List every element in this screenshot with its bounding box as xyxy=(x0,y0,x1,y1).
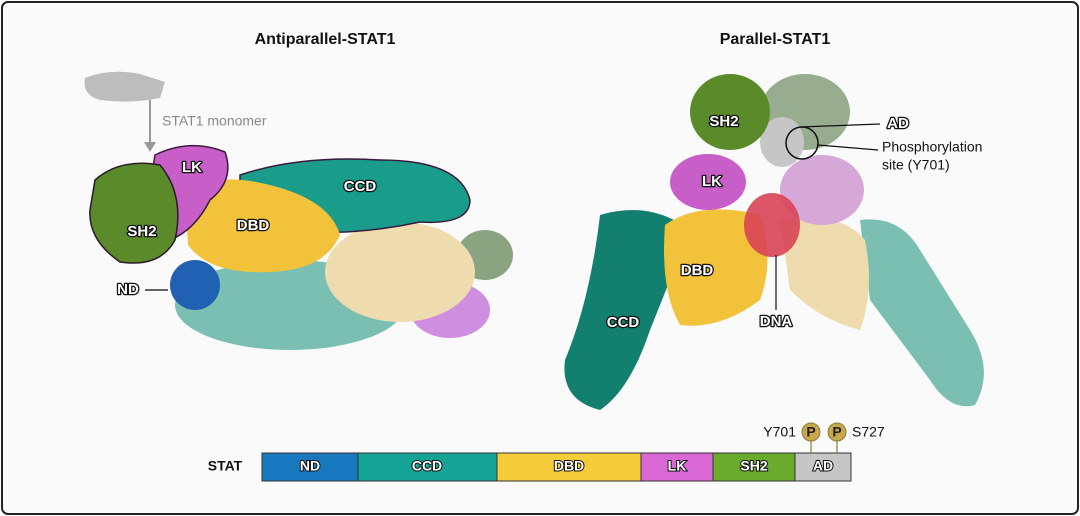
label: SH2 xyxy=(127,223,156,240)
label: DNA xyxy=(760,313,793,330)
panel-title: Antiparallel-STAT1 xyxy=(255,31,396,48)
blob xyxy=(670,154,746,210)
domain xyxy=(640,452,714,482)
blob xyxy=(780,155,864,225)
dna-blob xyxy=(744,193,800,257)
site-symbol: P xyxy=(806,424,815,440)
label: Phosphorylation xyxy=(882,139,982,155)
domain-label: SH2 xyxy=(740,458,767,474)
label: CCD xyxy=(607,314,640,331)
antiparallel-structure xyxy=(84,71,513,350)
site-marker xyxy=(801,422,821,442)
label: LK xyxy=(182,159,202,176)
bar-label: STAT xyxy=(208,458,243,474)
domain xyxy=(261,452,359,482)
label: CCD xyxy=(344,178,377,195)
parallel-structure xyxy=(564,74,984,410)
domain-label: ND xyxy=(300,458,320,474)
leader-line xyxy=(799,123,881,128)
blob xyxy=(325,222,475,322)
label: SH2 xyxy=(709,113,738,130)
label: DBD xyxy=(237,217,270,234)
label: DBD xyxy=(681,262,714,279)
monomer-blob xyxy=(84,71,165,102)
domain xyxy=(794,452,852,482)
label: AD xyxy=(887,115,909,132)
blob xyxy=(564,210,690,410)
blob xyxy=(170,260,220,310)
label: site (Y701) xyxy=(882,157,950,173)
leader-line xyxy=(817,144,879,151)
label: ND xyxy=(117,281,139,298)
blob xyxy=(860,219,984,407)
site-name: S727 xyxy=(852,424,885,440)
domain xyxy=(496,452,642,482)
arrow-head xyxy=(144,142,156,152)
site-marker xyxy=(827,422,847,442)
domain-label: AD xyxy=(813,458,833,474)
site-symbol: P xyxy=(832,424,841,440)
domain-label: CCD xyxy=(412,458,442,474)
blob xyxy=(780,217,869,330)
label: LK xyxy=(702,173,722,190)
label: STAT1 monomer xyxy=(162,113,267,129)
domain xyxy=(712,452,796,482)
panel-title: Parallel-STAT1 xyxy=(720,31,831,48)
blob xyxy=(664,209,768,326)
domain xyxy=(357,452,498,482)
domain-bar xyxy=(261,452,852,482)
domain-label: DBD xyxy=(554,458,584,474)
blob xyxy=(89,162,179,264)
domain-label: LK xyxy=(668,458,687,474)
blob xyxy=(185,179,340,273)
site-name: Y701 xyxy=(763,424,796,440)
blob xyxy=(690,74,770,150)
